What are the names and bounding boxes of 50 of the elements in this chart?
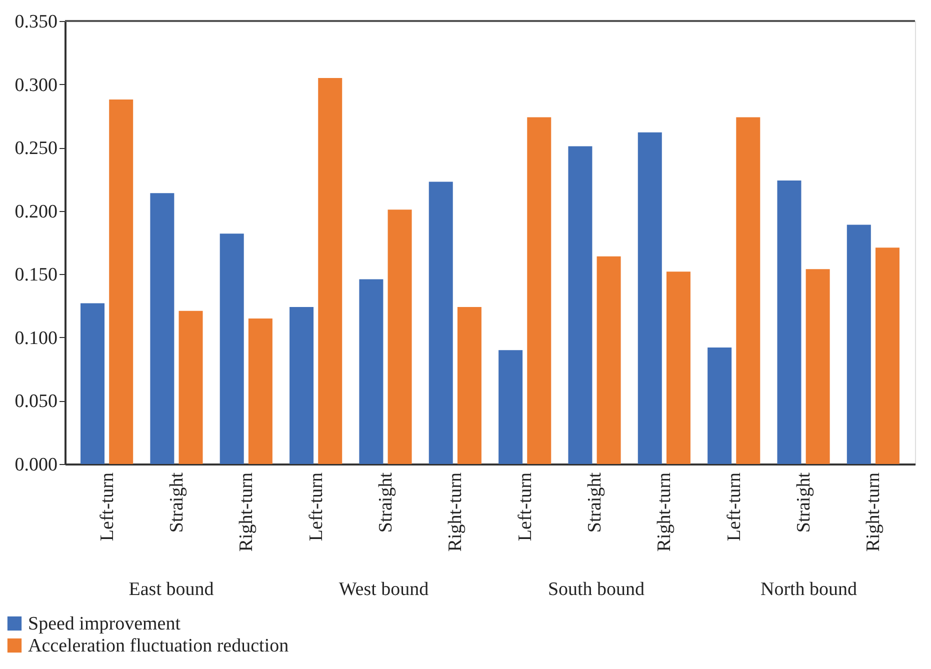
x-tick-label: Straight [166,472,188,533]
bar [846,224,871,464]
y-tick-label: 0.250 [14,138,58,160]
bar [527,117,552,464]
x-tick-label: Left-turn [306,472,327,542]
bar [318,78,342,464]
bar [666,272,690,464]
bar [178,310,203,464]
bar [638,132,662,464]
x-tick-label: Left-turn [514,472,536,542]
y-tick-label: 0.100 [14,328,58,349]
bar [498,350,523,464]
bar [428,182,453,464]
x-tick-label: Straight [584,472,606,533]
text: North bound [760,579,858,600]
x-tick-label: Right-turn [445,472,466,552]
x-tick-label: Straight [794,472,815,533]
bar [150,193,174,464]
x-tick-label: Right-turn [863,472,884,552]
y-tick-label: 0.000 [14,454,58,476]
x-tick-label: Straight [375,472,396,533]
bar [875,248,900,464]
bar [248,318,272,464]
bar [359,279,384,464]
text: South bound [548,579,646,600]
y-tick-label: 0.150 [14,264,58,286]
bar [708,348,732,464]
bar [568,146,592,464]
bar [220,234,244,464]
bar [596,256,621,464]
y-tick-label: 0.300 [14,74,58,96]
y-tick-label: 0.350 [14,12,58,32]
bar [806,269,830,464]
bar [777,180,802,464]
bar [290,307,314,464]
y-tick-label: 0.200 [14,201,58,222]
legend-label: Acceleration fluctuation reduction [28,636,290,656]
bar [457,307,482,464]
text: East bound [128,579,214,600]
bar [109,99,134,464]
x-tick-label: Left-turn [96,472,118,542]
bar [388,210,412,464]
x-tick-label: Right-turn [654,472,676,552]
bar [80,303,105,464]
bar [736,117,760,464]
y-tick-label: 0.050 [14,391,58,412]
x-tick-label: Right-turn [236,472,258,552]
x-tick-label: Left-turn [724,472,745,542]
legend-label: Speed improvement [28,614,182,634]
text: West bound [338,579,430,600]
